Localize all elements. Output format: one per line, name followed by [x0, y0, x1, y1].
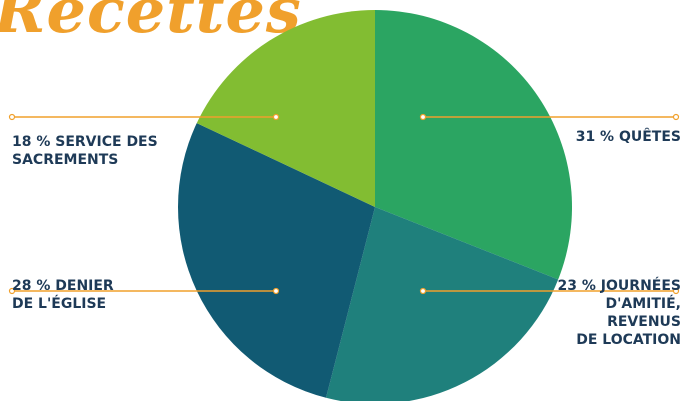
slice-label-sacrements: 18 % SERVICE DES SACREMENTS — [12, 134, 158, 168]
chart-title: Recettes — [0, 0, 302, 47]
slice-label-journees: 23 % JOURNÉES D'AMITIÉ, REVENUS DE LOCAT… — [557, 278, 681, 348]
leader-quetes — [419, 113, 680, 121]
slice-journees — [326, 207, 559, 401]
slice-label-quetes: 31 % QUÊTES — [575, 129, 681, 145]
leader-journees — [419, 287, 680, 295]
leader-denier — [8, 287, 280, 295]
leader-sacrements — [8, 113, 280, 121]
slice-quetes — [375, 10, 573, 280]
slice-label-denier: 28 % DENIER DE L'ÉGLISE — [12, 278, 114, 312]
slice-sacrements — [196, 10, 375, 207]
slice-denier — [178, 123, 375, 398]
